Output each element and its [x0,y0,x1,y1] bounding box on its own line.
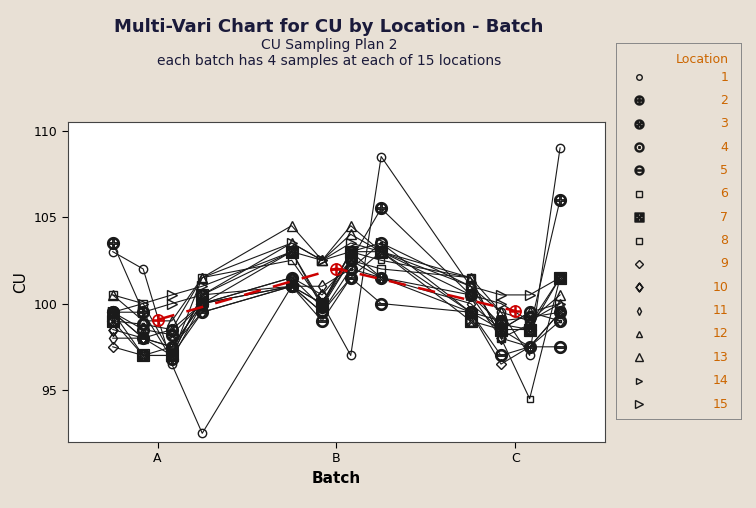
Text: 5: 5 [720,164,728,177]
Text: each batch has 4 samples at each of 15 locations: each batch has 4 samples at each of 15 l… [156,54,501,69]
Text: 8: 8 [720,234,728,247]
Text: Multi-Vari Chart for CU by Location - Batch: Multi-Vari Chart for CU by Location - Ba… [114,18,544,36]
Text: 13: 13 [713,351,728,364]
Text: 3: 3 [720,117,728,130]
Text: Location: Location [675,53,728,66]
Text: 14: 14 [713,374,728,387]
Text: 11: 11 [713,304,728,317]
Text: CU Sampling Plan 2: CU Sampling Plan 2 [261,38,397,52]
Text: 6: 6 [720,187,728,200]
Text: 15: 15 [713,398,728,410]
Text: 4: 4 [720,141,728,153]
Text: 7: 7 [720,211,728,224]
Text: 10: 10 [713,281,728,294]
Text: 9: 9 [720,258,728,270]
X-axis label: Batch: Batch [311,471,361,486]
Text: 1: 1 [720,71,728,83]
Text: 2: 2 [720,94,728,107]
Y-axis label: CU: CU [13,271,28,293]
Text: 12: 12 [713,328,728,340]
